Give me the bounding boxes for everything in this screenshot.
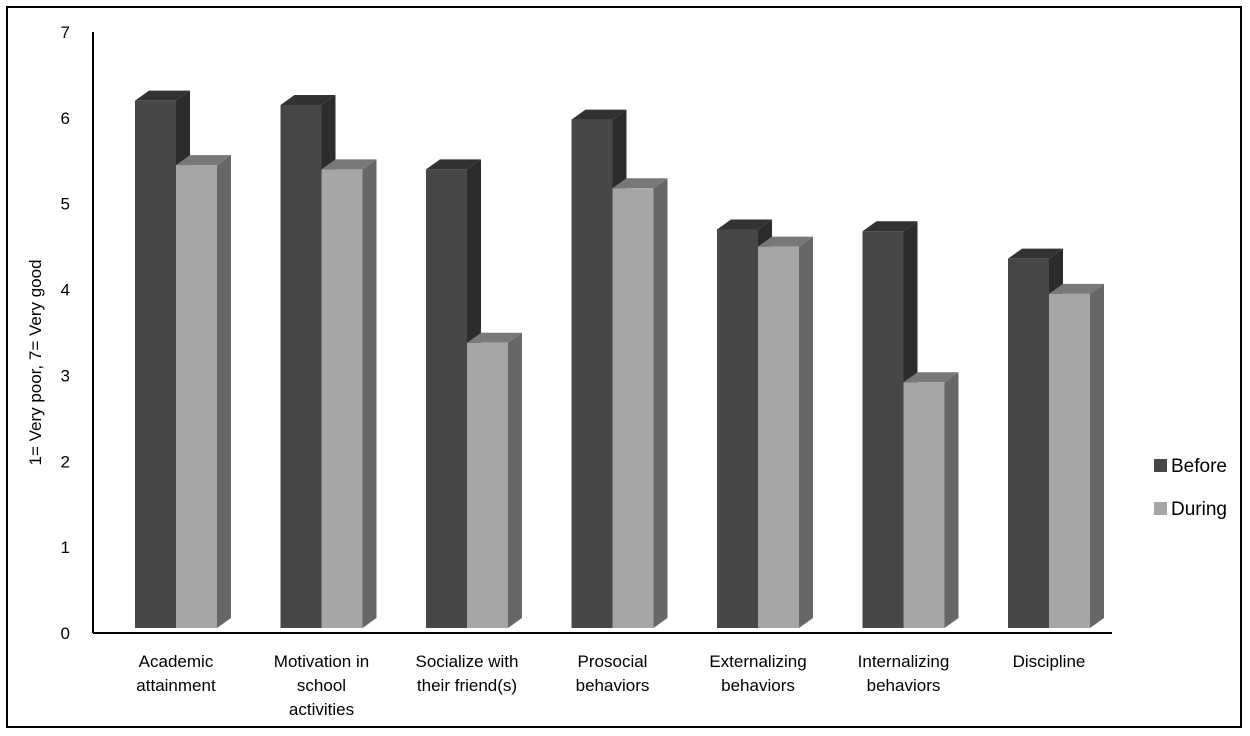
y-axis-ticks: 0 1 2 3 4 5 6 7 — [61, 23, 70, 643]
bar-during — [758, 236, 813, 628]
x-tick-label: Socialize with their friend(s) — [416, 652, 519, 695]
bar-during — [1049, 283, 1104, 628]
legend-label-before: Before — [1171, 456, 1227, 477]
y-tick-label: 4 — [61, 281, 70, 300]
y-tick-label: 6 — [61, 109, 70, 128]
y-tick-label: 0 — [61, 624, 70, 643]
bar-during — [903, 372, 959, 628]
legend-swatch-during — [1154, 502, 1167, 515]
y-tick-label: 2 — [61, 452, 70, 471]
legend: Before During — [1154, 456, 1227, 520]
x-tick-label: Academic attainment — [136, 652, 216, 695]
x-tick-label: Internalizing behaviors — [858, 652, 950, 695]
x-axis-labels: Academic attainment Motivation in school act… — [136, 652, 1085, 719]
bar-during — [321, 159, 377, 628]
legend-label-during: During — [1171, 499, 1227, 520]
x-tick-label: Externalizing behaviors — [709, 652, 806, 695]
bar-during — [467, 332, 522, 628]
y-tick-label: 3 — [61, 366, 70, 385]
bars — [135, 90, 1104, 629]
x-tick-label: Motivation in school activities — [274, 652, 369, 719]
y-tick-label: 7 — [61, 23, 70, 42]
x-tick-label: Prosocial behaviors — [576, 652, 650, 695]
bar-during — [176, 155, 231, 629]
y-tick-label: 1 — [61, 538, 70, 557]
legend-swatch-before — [1154, 459, 1167, 472]
x-tick-label: Discipline — [1013, 652, 1086, 671]
y-tick-label: 5 — [61, 195, 70, 214]
bar-during — [612, 178, 668, 628]
y-axis-label: 1= Very poor, 7= Very good — [26, 259, 45, 465]
